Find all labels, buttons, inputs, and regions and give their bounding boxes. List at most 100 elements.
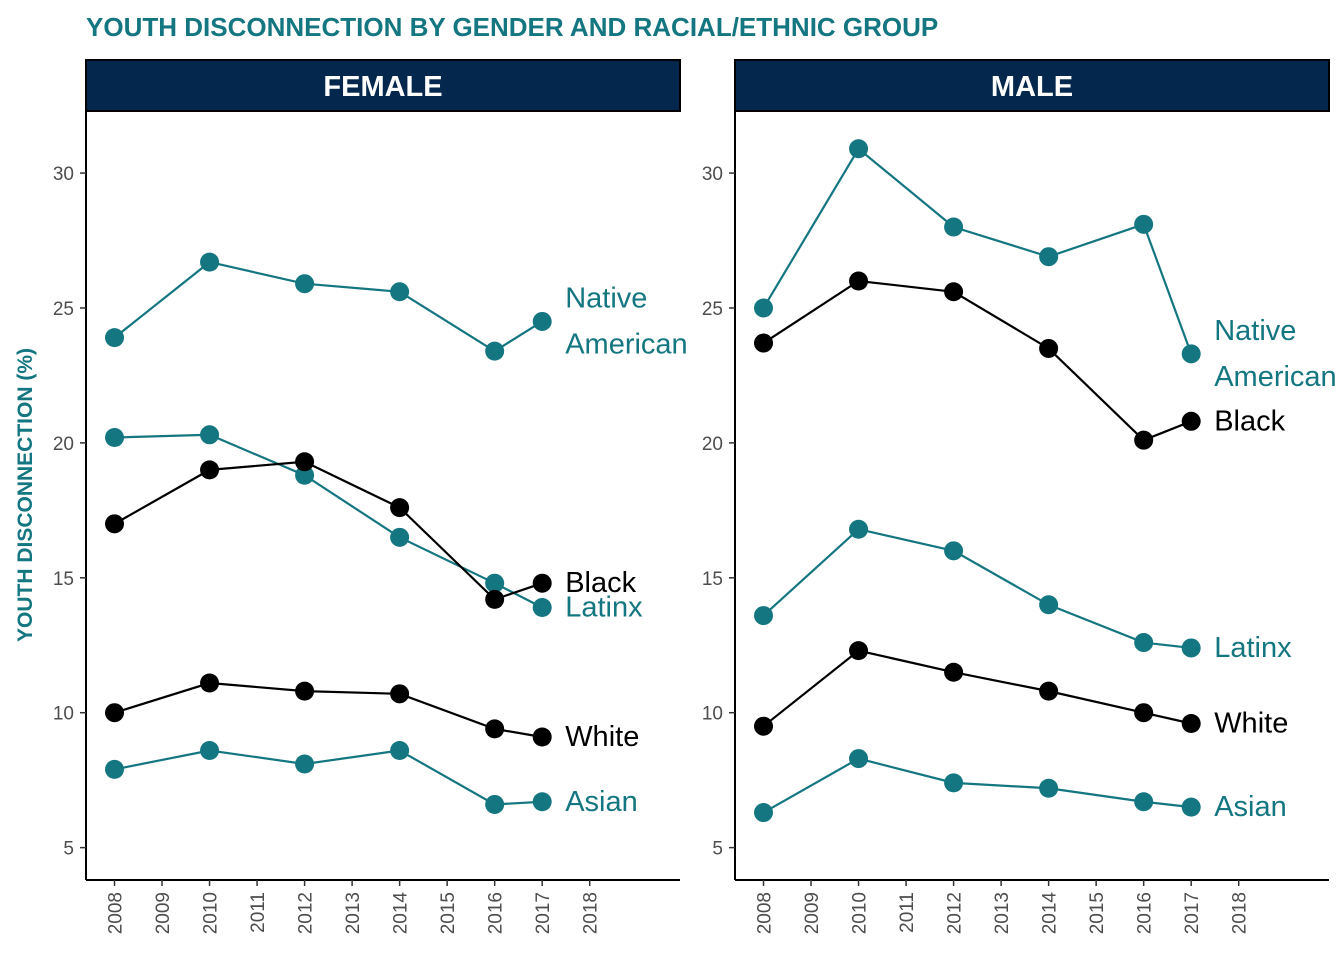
data-point	[1039, 247, 1059, 267]
series-label: Native	[1214, 315, 1296, 347]
series-line	[113, 260, 543, 353]
data-point	[944, 773, 964, 793]
y-tick-label: 5	[63, 839, 74, 860]
data-point	[944, 217, 964, 237]
series-label: American	[1214, 361, 1337, 393]
data-point	[944, 541, 964, 561]
series-label: Native	[565, 282, 647, 314]
data-point	[295, 452, 315, 472]
data-point	[105, 427, 125, 447]
series-asian: Asian	[754, 749, 1287, 823]
data-point	[754, 333, 774, 353]
x-tick-label: 2008	[106, 892, 127, 934]
series-line	[114, 749, 543, 806]
series-white: White	[105, 673, 639, 753]
series-white: White	[754, 641, 1288, 740]
data-point	[532, 597, 552, 617]
series-native-american: Native American	[105, 252, 688, 361]
data-point	[200, 740, 220, 760]
y-tick-label: 25	[53, 299, 74, 320]
data-point	[200, 460, 220, 480]
x-tick-label: 2010	[201, 892, 222, 934]
data-point	[754, 803, 774, 823]
data-point	[754, 606, 774, 626]
data-point	[532, 311, 552, 331]
y-tick-label: 30	[53, 164, 74, 185]
data-point	[1134, 430, 1154, 450]
data-point	[390, 498, 410, 518]
data-point	[532, 573, 552, 593]
x-tick-label: 2008	[755, 892, 776, 934]
data-point	[390, 527, 410, 547]
data-point	[1039, 778, 1059, 798]
data-point	[944, 662, 964, 682]
series-label: Asian	[565, 786, 638, 818]
data-point	[200, 673, 220, 693]
series-label: Black	[1214, 405, 1285, 437]
data-point	[849, 139, 869, 159]
y-tick-label: 20	[702, 434, 723, 455]
data-point	[754, 298, 774, 318]
facet-strip-label: FEMALE	[323, 71, 442, 103]
data-point	[1039, 595, 1059, 615]
series-line	[762, 528, 1192, 650]
data-point	[1039, 338, 1059, 358]
y-tick-label: 25	[702, 299, 723, 320]
x-tick-label: 2017	[1182, 892, 1203, 934]
data-point	[390, 684, 410, 704]
chart-title: YOUTH DISCONNECTION BY GENDER AND RACIAL…	[86, 12, 938, 42]
series-label: Latinx	[565, 591, 643, 623]
data-point	[200, 425, 220, 445]
data-point	[944, 282, 964, 302]
data-point	[105, 514, 125, 534]
x-tick-label: 2018	[1230, 892, 1251, 934]
series-line	[114, 433, 543, 609]
data-point	[1134, 214, 1154, 234]
data-point	[295, 754, 315, 774]
data-point	[849, 749, 869, 769]
data-point	[754, 716, 774, 736]
data-point	[849, 519, 869, 539]
x-tick-label: 2018	[581, 892, 602, 934]
facet-strip	[734, 59, 1330, 112]
y-tick-label: 10	[53, 704, 74, 725]
x-tick-label: 2014	[391, 892, 412, 935]
y-tick-label: 5	[712, 839, 723, 860]
data-point	[105, 328, 125, 348]
x-tick-label: 2009	[802, 892, 823, 934]
data-point	[390, 282, 410, 302]
x-tick-label: 2016	[1135, 892, 1156, 934]
series-label: American	[565, 328, 688, 360]
data-point	[295, 465, 315, 485]
data-point	[485, 573, 505, 593]
data-point	[1134, 633, 1154, 653]
y-tick-label: 15	[702, 569, 723, 590]
y-tick-label: 20	[53, 434, 74, 455]
series-line	[762, 279, 1192, 442]
x-tick-label: 2012	[945, 892, 966, 934]
series-line	[762, 649, 1192, 728]
data-point	[485, 589, 505, 609]
series-latinx: Latinx	[754, 519, 1292, 664]
y-tick-label: 10	[702, 704, 723, 725]
x-tick-label: 2017	[533, 892, 554, 934]
series-label: Black	[565, 567, 636, 599]
series-label: White	[1214, 708, 1288, 740]
series-latinx: Latinx	[105, 425, 643, 623]
data-point	[485, 794, 505, 814]
data-point	[485, 341, 505, 361]
series-label: White	[565, 721, 639, 753]
x-tick-label: 2011	[248, 892, 269, 933]
facet-strip-label: MALE	[991, 71, 1073, 103]
data-point	[295, 681, 315, 701]
data-point	[295, 274, 315, 294]
data-point	[1134, 703, 1154, 723]
series-asian: Asian	[105, 740, 638, 818]
series-native-american: Native American	[754, 139, 1337, 393]
data-point	[1181, 797, 1201, 817]
y-axis-label: YOUTH DISCONNECTION (%)	[14, 348, 37, 642]
x-tick-label: 2016	[486, 892, 507, 934]
